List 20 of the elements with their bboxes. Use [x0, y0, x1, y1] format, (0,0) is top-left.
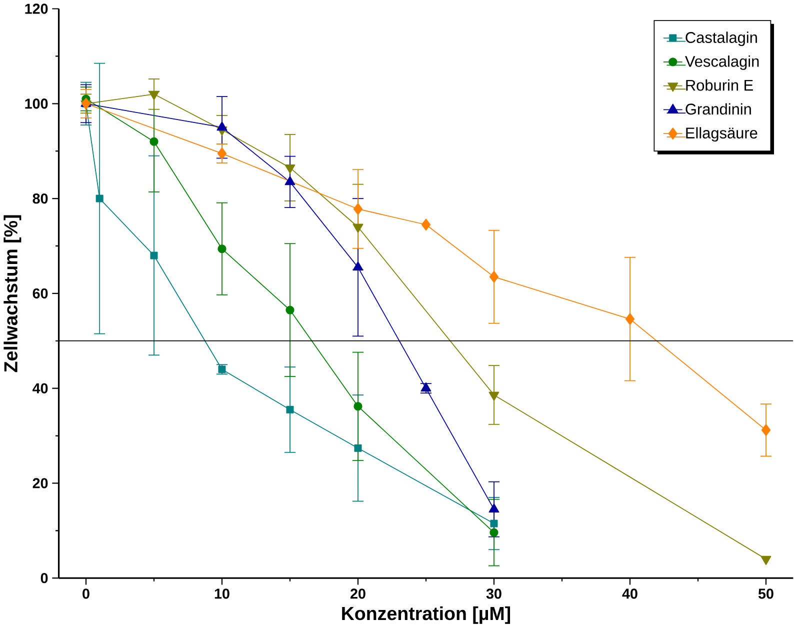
legend-label: Ellagsäure	[686, 127, 758, 142]
y-tick-label: 60	[32, 288, 48, 299]
legend-label: Castalagin	[686, 32, 757, 46]
y-tick-label: 0	[40, 573, 48, 584]
legend-label: Roburin E	[686, 80, 753, 91]
x-tick-label: 0	[82, 588, 90, 599]
y-tick-label: 120	[25, 4, 48, 14]
x-tick-label: 40	[622, 588, 638, 599]
x-tick-label: 50	[758, 588, 774, 599]
y-tick-label: 80	[32, 194, 48, 204]
legend-label: Vescalagin	[685, 56, 759, 70]
x-tick-label: 30	[486, 588, 502, 600]
y-axis-title: Zellwachstum [%]	[4, 215, 22, 372]
x-tick-label: 10	[214, 588, 230, 599]
y-tick-label: 20	[32, 478, 48, 489]
x-axis-title: Konzentration [µM]	[342, 606, 510, 624]
y-tick-label: 40	[32, 383, 48, 394]
x-tick-label: 20	[350, 588, 366, 599]
legend-label: Grandinin	[686, 103, 751, 115]
y-tick-label: 100	[25, 98, 48, 109]
